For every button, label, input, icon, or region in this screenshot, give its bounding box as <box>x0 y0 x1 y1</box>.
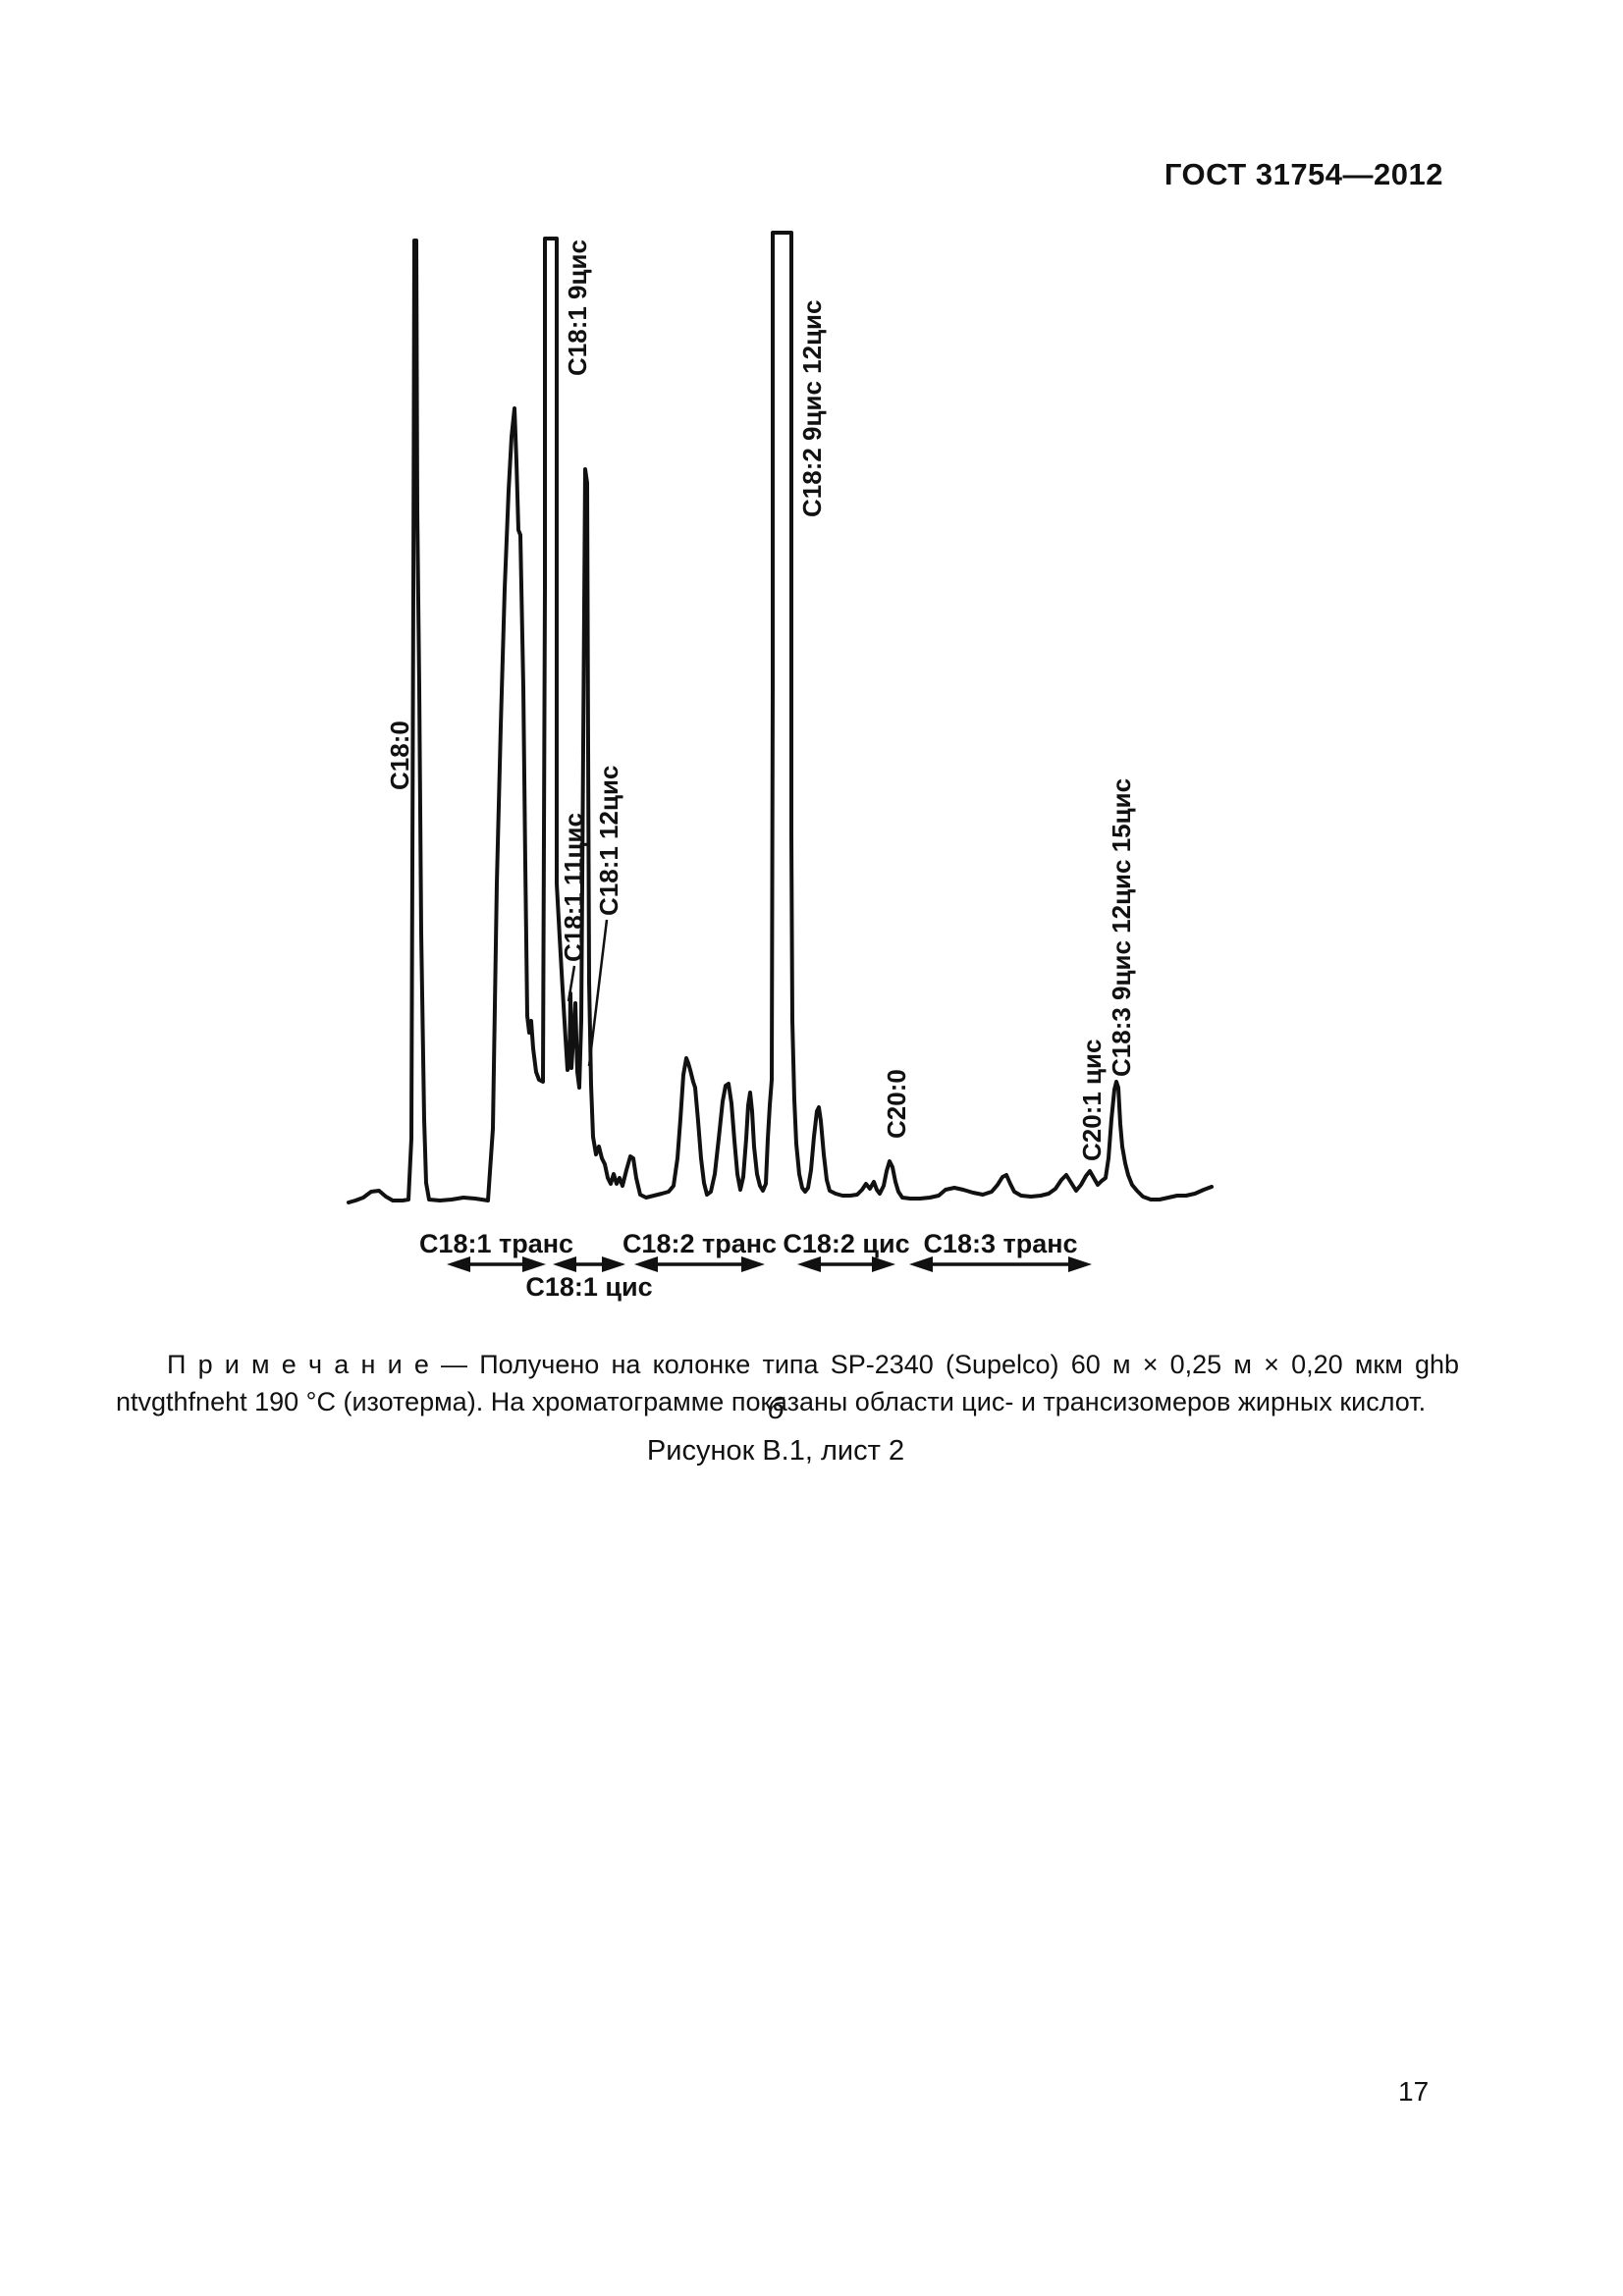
region-label: C18:1 цис <box>525 1272 653 1302</box>
region-arrow <box>553 1256 625 1272</box>
peak-label: C18:3 9цис 12цис 15цис <box>1107 777 1136 1077</box>
region-label: C18:1 транс <box>418 1229 574 1258</box>
region-label: C18:3 транс <box>923 1229 1078 1258</box>
peak-label: C20:1 цис <box>1077 1039 1107 1161</box>
figure-caption: Рисунок В.1, лист 2 <box>646 1435 905 1467</box>
peak-label: C18:0 <box>385 721 414 790</box>
region-arrow <box>909 1256 1092 1272</box>
peak-label: C18:1 11цис <box>559 813 588 962</box>
peak-label: C20:0 <box>882 1069 911 1139</box>
region-label: C18:2 транс <box>622 1229 778 1258</box>
peak-label: C18:2 9цис 12цис <box>797 299 827 518</box>
region-arrow <box>447 1256 546 1272</box>
region-label: C18:2 цис <box>783 1229 910 1258</box>
leader-line <box>567 965 576 1002</box>
leader-line <box>587 919 609 1067</box>
region-arrow <box>797 1256 895 1272</box>
region-arrow <box>634 1256 765 1272</box>
figure-sublabel: б <box>767 1393 784 1425</box>
document-number: ГОСТ 31754—2012 <box>1163 157 1443 191</box>
trace-polyline <box>347 231 1214 1204</box>
peak-label: C18:1 12цис <box>594 765 623 916</box>
peak-label: C18:1 9цис <box>563 240 592 376</box>
figure-note: П р и м е ч а н и е — Получено на колонк… <box>116 1350 1459 1416</box>
page-number: 17 <box>1398 2076 1430 2107</box>
